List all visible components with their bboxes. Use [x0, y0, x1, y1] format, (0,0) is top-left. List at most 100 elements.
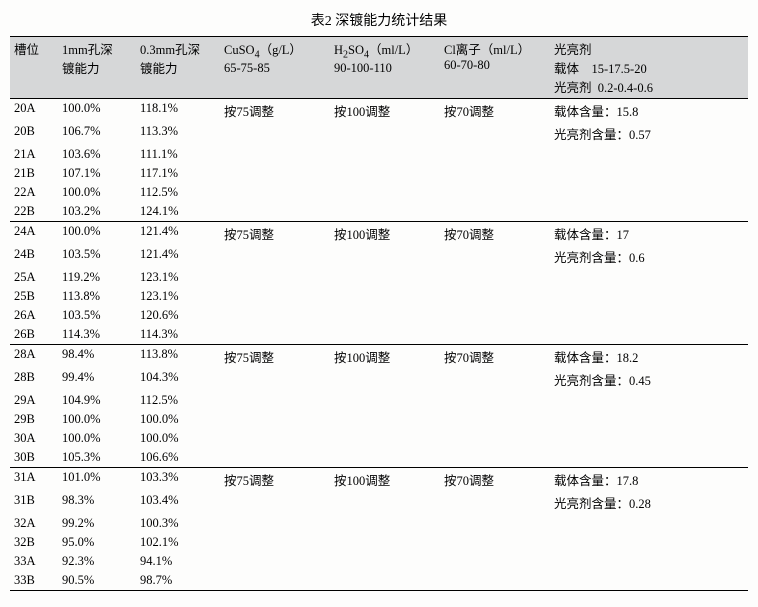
cell-slot: 24B	[10, 245, 58, 268]
cell-03mm: 111.1%	[136, 145, 220, 164]
cell-h2so4	[330, 391, 440, 410]
cell-bright	[550, 391, 748, 410]
cell-03mm: 103.4%	[136, 491, 220, 514]
cell-cuso4	[220, 571, 330, 591]
cell-03mm: 117.1%	[136, 164, 220, 183]
table-row: 32B95.0%102.1%	[10, 533, 748, 552]
cell-bright	[550, 145, 748, 164]
cell-cl: 按70调整	[440, 345, 550, 369]
cell-slot: 26A	[10, 306, 58, 325]
table-row: 21A103.6%111.1%	[10, 145, 748, 164]
table-row: 22A100.0%112.5%	[10, 183, 748, 202]
cell-h2so4	[330, 410, 440, 429]
table-row: 22B103.2%124.1%	[10, 202, 748, 222]
cell-h2so4	[330, 491, 440, 514]
cell-cl	[440, 491, 550, 514]
cell-slot: 33A	[10, 552, 58, 571]
cell-03mm: 113.8%	[136, 345, 220, 369]
cell-cuso4: 按75调整	[220, 99, 330, 123]
table-row: 33A92.3%94.1%	[10, 552, 748, 571]
cell-h2so4	[330, 268, 440, 287]
table-row: 31A101.0%103.3%按75调整按100调整按70调整载体含量：17.8	[10, 468, 748, 492]
cell-cl	[440, 429, 550, 448]
cell-1mm: 92.3%	[58, 552, 136, 571]
cell-h2so4: 按100调整	[330, 345, 440, 369]
cell-03mm: 112.5%	[136, 183, 220, 202]
cell-slot: 30A	[10, 429, 58, 448]
table-row: 21B107.1%117.1%	[10, 164, 748, 183]
cell-cuso4	[220, 164, 330, 183]
cell-cl	[440, 571, 550, 591]
cell-03mm: 100.0%	[136, 410, 220, 429]
cell-03mm: 98.7%	[136, 571, 220, 591]
cell-cl	[440, 552, 550, 571]
cell-03mm: 113.3%	[136, 122, 220, 145]
cell-03mm: 103.3%	[136, 468, 220, 492]
table-row: 25B113.8%123.1%	[10, 287, 748, 306]
cell-1mm: 103.5%	[58, 245, 136, 268]
cell-cl: 按70调整	[440, 99, 550, 123]
cell-03mm: 104.3%	[136, 368, 220, 391]
cell-1mm: 100.0%	[58, 410, 136, 429]
table-row: 26A103.5%120.6%	[10, 306, 748, 325]
cell-bright	[550, 410, 748, 429]
cell-1mm: 95.0%	[58, 533, 136, 552]
cell-cuso4	[220, 287, 330, 306]
cell-cl	[440, 368, 550, 391]
cell-h2so4	[330, 552, 440, 571]
cell-bright	[550, 287, 748, 306]
cell-cuso4: 按75调整	[220, 468, 330, 492]
table-body: 20A100.0%118.1%按75调整按100调整按70调整载体含量：15.8…	[10, 99, 748, 591]
cell-h2so4	[330, 183, 440, 202]
cell-03mm: 100.3%	[136, 514, 220, 533]
cell-h2so4: 按100调整	[330, 468, 440, 492]
cell-slot: 24A	[10, 222, 58, 246]
col-slot: 槽位	[10, 37, 58, 99]
cell-bright: 载体含量：15.8	[550, 99, 748, 123]
cell-cl	[440, 183, 550, 202]
cell-03mm: 112.5%	[136, 391, 220, 410]
table-row: 30B105.3%106.6%	[10, 448, 748, 468]
cell-h2so4: 按100调整	[330, 222, 440, 246]
cell-bright	[550, 514, 748, 533]
cell-cuso4	[220, 552, 330, 571]
cell-1mm: 113.8%	[58, 287, 136, 306]
cell-bright	[550, 306, 748, 325]
cell-h2so4: 按100调整	[330, 99, 440, 123]
cell-1mm: 99.2%	[58, 514, 136, 533]
cell-h2so4	[330, 514, 440, 533]
cell-cuso4	[220, 183, 330, 202]
cell-cuso4	[220, 245, 330, 268]
cell-1mm: 100.0%	[58, 99, 136, 123]
cell-03mm: 121.4%	[136, 245, 220, 268]
cell-cuso4	[220, 410, 330, 429]
cell-1mm: 104.9%	[58, 391, 136, 410]
cell-cl	[440, 245, 550, 268]
cell-bright: 载体含量：17	[550, 222, 748, 246]
cell-h2so4	[330, 245, 440, 268]
cell-cuso4	[220, 122, 330, 145]
cell-1mm: 100.0%	[58, 183, 136, 202]
cell-bright	[550, 571, 748, 591]
cell-1mm: 107.1%	[58, 164, 136, 183]
cell-slot: 25A	[10, 268, 58, 287]
cell-h2so4	[330, 368, 440, 391]
cell-cl	[440, 287, 550, 306]
cell-cl	[440, 164, 550, 183]
cell-h2so4	[330, 325, 440, 345]
cell-cuso4	[220, 202, 330, 222]
cell-h2so4	[330, 448, 440, 468]
cell-1mm: 105.3%	[58, 448, 136, 468]
cell-cuso4: 按75调整	[220, 222, 330, 246]
cell-03mm: 100.0%	[136, 429, 220, 448]
cell-slot: 31A	[10, 468, 58, 492]
cell-1mm: 106.7%	[58, 122, 136, 145]
cell-slot: 32B	[10, 533, 58, 552]
cell-slot: 33B	[10, 571, 58, 591]
cell-slot: 20B	[10, 122, 58, 145]
cell-cl	[440, 122, 550, 145]
cell-03mm: 94.1%	[136, 552, 220, 571]
cell-1mm: 98.4%	[58, 345, 136, 369]
cell-slot: 28B	[10, 368, 58, 391]
table-row: 31B98.3%103.4%光亮剂含量：0.28	[10, 491, 748, 514]
